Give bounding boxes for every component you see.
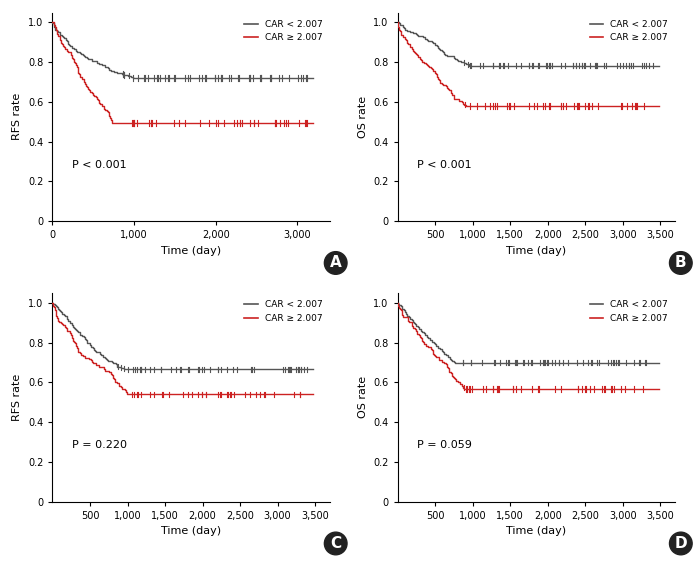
X-axis label: Time (day): Time (day) [506,246,566,256]
Legend: CAR < 2.007, CAR ≥ 2.007: CAR < 2.007, CAR ≥ 2.007 [242,297,326,325]
Y-axis label: OS rate: OS rate [358,376,368,419]
Y-axis label: RFS rate: RFS rate [13,93,22,140]
Text: P = 0.059: P = 0.059 [417,440,472,450]
Text: P = 0.220: P = 0.220 [72,440,127,450]
Text: P < 0.001: P < 0.001 [72,160,127,170]
Y-axis label: RFS rate: RFS rate [13,374,22,421]
X-axis label: Time (day): Time (day) [506,526,566,536]
Text: B: B [675,255,686,270]
X-axis label: Time (day): Time (day) [161,526,222,536]
Legend: CAR < 2.007, CAR ≥ 2.007: CAR < 2.007, CAR ≥ 2.007 [587,297,671,325]
Text: P < 0.001: P < 0.001 [417,160,472,170]
Legend: CAR < 2.007, CAR ≥ 2.007: CAR < 2.007, CAR ≥ 2.007 [587,17,671,45]
Text: A: A [330,255,342,270]
Text: D: D [675,536,687,551]
Text: C: C [330,536,341,551]
Legend: CAR < 2.007, CAR ≥ 2.007: CAR < 2.007, CAR ≥ 2.007 [242,17,326,45]
Y-axis label: OS rate: OS rate [358,96,368,138]
X-axis label: Time (day): Time (day) [161,246,222,256]
